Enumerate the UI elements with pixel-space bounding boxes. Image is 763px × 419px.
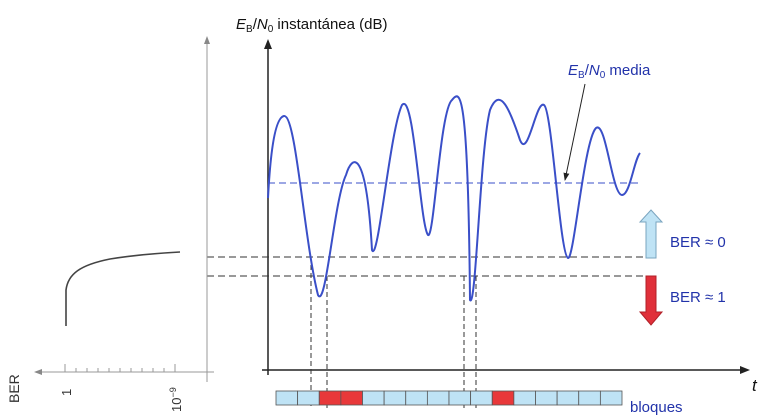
block	[599, 390, 623, 406]
mean-label-e: E	[568, 62, 579, 79]
ber-zero-label: BER ≈ 0	[670, 234, 726, 251]
y-label-zero: 0	[268, 24, 274, 35]
y-label-n: N	[257, 16, 268, 33]
block	[297, 390, 320, 406]
snr-curve	[267, 95, 641, 302]
blocks-strip	[275, 390, 623, 406]
block	[513, 390, 536, 406]
ber-curve	[65, 251, 181, 326]
mean-label-zero: 0	[600, 70, 606, 81]
y-label-b: B	[246, 24, 253, 35]
block	[556, 390, 580, 406]
block	[405, 390, 428, 406]
block-error	[491, 390, 515, 406]
mean-label: EB/N0 media	[568, 62, 651, 81]
y-label-e: E	[236, 16, 247, 33]
arrow-down-icon	[638, 275, 664, 326]
block	[275, 390, 299, 406]
block-error	[340, 390, 363, 406]
y-label-rest: instantánea (dB)	[273, 16, 387, 33]
ber-one-label: BER ≈ 1	[670, 289, 726, 306]
block	[448, 390, 472, 406]
block	[578, 390, 601, 406]
block	[470, 390, 493, 406]
block-error	[318, 390, 342, 406]
mean-label-rest: media	[605, 62, 651, 79]
mean-pointer-arrow	[563, 83, 586, 181]
ber-tick-right-base: 10	[169, 398, 184, 412]
arrow-up-icon	[638, 209, 664, 259]
blocks-label: bloques	[630, 399, 683, 416]
mean-label-slash: /	[585, 62, 590, 79]
block	[362, 390, 385, 406]
block	[426, 390, 450, 406]
mean-label-n: N	[589, 62, 600, 79]
mean-label-b: B	[578, 70, 585, 81]
y-label-slash: /	[253, 16, 258, 33]
block	[383, 390, 407, 406]
ber-axis-label: BER	[6, 374, 22, 403]
ber-axis-ticks	[64, 364, 176, 372]
block	[535, 390, 558, 406]
y-axis-label: EB/N0 instantánea (dB)	[236, 16, 388, 35]
ber-tick-right-exp: −9	[168, 387, 178, 397]
ber-tick-left: 1	[59, 389, 74, 396]
ber-tick-right: 10−9	[168, 387, 184, 412]
time-label: t	[752, 376, 758, 395]
